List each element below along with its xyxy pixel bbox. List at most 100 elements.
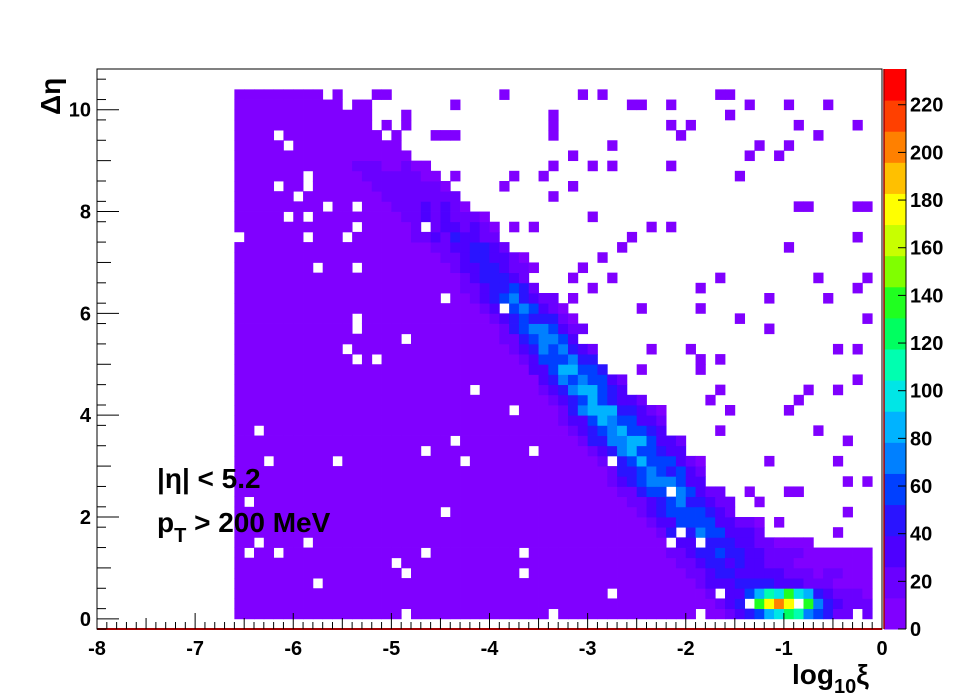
heatmap-cell bbox=[391, 466, 402, 477]
heatmap-cell bbox=[577, 343, 589, 355]
heatmap-cell bbox=[783, 557, 795, 569]
heatmap-cell bbox=[469, 221, 481, 233]
heatmap-cell bbox=[391, 608, 402, 620]
heatmap-cell bbox=[450, 608, 461, 620]
heatmap-cell bbox=[263, 445, 275, 457]
heatmap-cell bbox=[293, 333, 304, 345]
heatmap-cell bbox=[273, 466, 284, 477]
heatmap-cell bbox=[273, 374, 284, 386]
heatmap-cell bbox=[489, 527, 500, 538]
heatmap-cell bbox=[254, 242, 265, 253]
heatmap-cell bbox=[440, 364, 451, 375]
heatmap-cell bbox=[597, 598, 608, 610]
heatmap-cell bbox=[499, 455, 510, 467]
heatmap-cell bbox=[725, 547, 736, 559]
heatmap-cell bbox=[764, 323, 775, 335]
heatmap-cell bbox=[401, 455, 412, 467]
heatmap-cell bbox=[666, 517, 677, 528]
annotation-eta-cut: |η| < 5.2 bbox=[157, 463, 261, 494]
heatmap-cell bbox=[548, 364, 559, 375]
heatmap-cell bbox=[744, 537, 755, 548]
palette-swatch bbox=[884, 504, 906, 537]
heatmap-cell bbox=[361, 598, 373, 610]
heatmap-cell bbox=[577, 588, 589, 599]
heatmap-cell bbox=[558, 425, 569, 436]
heatmap-cell bbox=[469, 374, 481, 386]
heatmap-cell bbox=[273, 557, 284, 569]
heatmap-cell bbox=[371, 588, 382, 599]
heatmap-cell bbox=[283, 293, 294, 304]
heatmap-cell bbox=[361, 567, 373, 579]
heatmap-cell bbox=[597, 486, 608, 498]
heatmap-cell bbox=[813, 272, 824, 284]
heatmap-cell bbox=[332, 384, 343, 396]
heatmap-cell bbox=[273, 506, 284, 518]
heatmap-cell bbox=[469, 343, 481, 355]
heatmap-cell bbox=[852, 588, 863, 599]
heatmap-cell bbox=[332, 425, 343, 436]
heatmap-cell bbox=[499, 272, 510, 284]
heatmap-cell bbox=[460, 506, 471, 518]
heatmap-cell bbox=[430, 588, 441, 599]
heatmap-cell bbox=[842, 588, 853, 599]
heatmap-cell bbox=[303, 252, 314, 263]
heatmap-cell bbox=[450, 537, 461, 548]
heatmap-cell bbox=[440, 313, 451, 324]
heatmap-cell bbox=[293, 119, 304, 131]
heatmap-cell bbox=[283, 150, 294, 162]
heatmap-cell bbox=[322, 527, 333, 538]
heatmap-cell bbox=[528, 343, 539, 355]
heatmap-cell bbox=[617, 598, 628, 610]
heatmap-cell bbox=[518, 354, 530, 365]
heatmap-cell bbox=[489, 333, 500, 345]
heatmap-cell bbox=[577, 435, 589, 447]
heatmap-cell bbox=[244, 150, 255, 162]
heatmap-cell bbox=[568, 405, 579, 416]
palette-swatch bbox=[884, 255, 906, 288]
heatmap-cell bbox=[361, 272, 373, 284]
heatmap-cell bbox=[303, 455, 314, 467]
heatmap-cell bbox=[411, 506, 422, 518]
heatmap-cell bbox=[322, 313, 333, 324]
heatmap-cell bbox=[322, 567, 333, 579]
heatmap-cell bbox=[548, 466, 559, 477]
heatmap-cell bbox=[401, 598, 412, 610]
heatmap-cell bbox=[391, 415, 402, 426]
heatmap-cell bbox=[254, 181, 265, 192]
heatmap-cell bbox=[646, 476, 657, 487]
heatmap-cell bbox=[420, 211, 432, 223]
heatmap-cell bbox=[783, 588, 795, 599]
heatmap-cell bbox=[823, 578, 834, 589]
heatmap-cell bbox=[332, 415, 343, 426]
heatmap-cell bbox=[597, 567, 608, 579]
heatmap-cell bbox=[450, 405, 461, 416]
heatmap-cell bbox=[538, 527, 549, 538]
annotation-pt-rest: > 200 MeV bbox=[186, 507, 330, 538]
heatmap-cell bbox=[263, 517, 275, 528]
heatmap-cell bbox=[666, 557, 677, 569]
heatmap-cell bbox=[538, 170, 549, 182]
heatmap-cell bbox=[793, 608, 804, 620]
heatmap-cell bbox=[587, 578, 598, 589]
heatmap-cell bbox=[312, 130, 324, 141]
heatmap-cell bbox=[764, 293, 775, 304]
heatmap-cell bbox=[254, 415, 265, 426]
palette-tick-label: 0 bbox=[910, 619, 921, 641]
heatmap-cell bbox=[518, 303, 530, 314]
heatmap-cell bbox=[244, 517, 255, 528]
heatmap-cell bbox=[322, 455, 333, 467]
heatmap-cell bbox=[725, 89, 736, 100]
heatmap-cell bbox=[342, 578, 353, 589]
heatmap-cell bbox=[568, 181, 579, 192]
heatmap-cell bbox=[234, 293, 245, 304]
heatmap-cell bbox=[244, 333, 255, 345]
heatmap-cell bbox=[234, 588, 245, 599]
heatmap-cell bbox=[352, 333, 363, 345]
heatmap-cell bbox=[420, 578, 432, 589]
heatmap-cell bbox=[312, 140, 324, 151]
heatmap-cell bbox=[322, 476, 333, 487]
heatmap-cell bbox=[391, 181, 402, 192]
heatmap-cell bbox=[342, 527, 353, 538]
heatmap-cell bbox=[303, 119, 314, 131]
heatmap-cell bbox=[646, 466, 657, 477]
